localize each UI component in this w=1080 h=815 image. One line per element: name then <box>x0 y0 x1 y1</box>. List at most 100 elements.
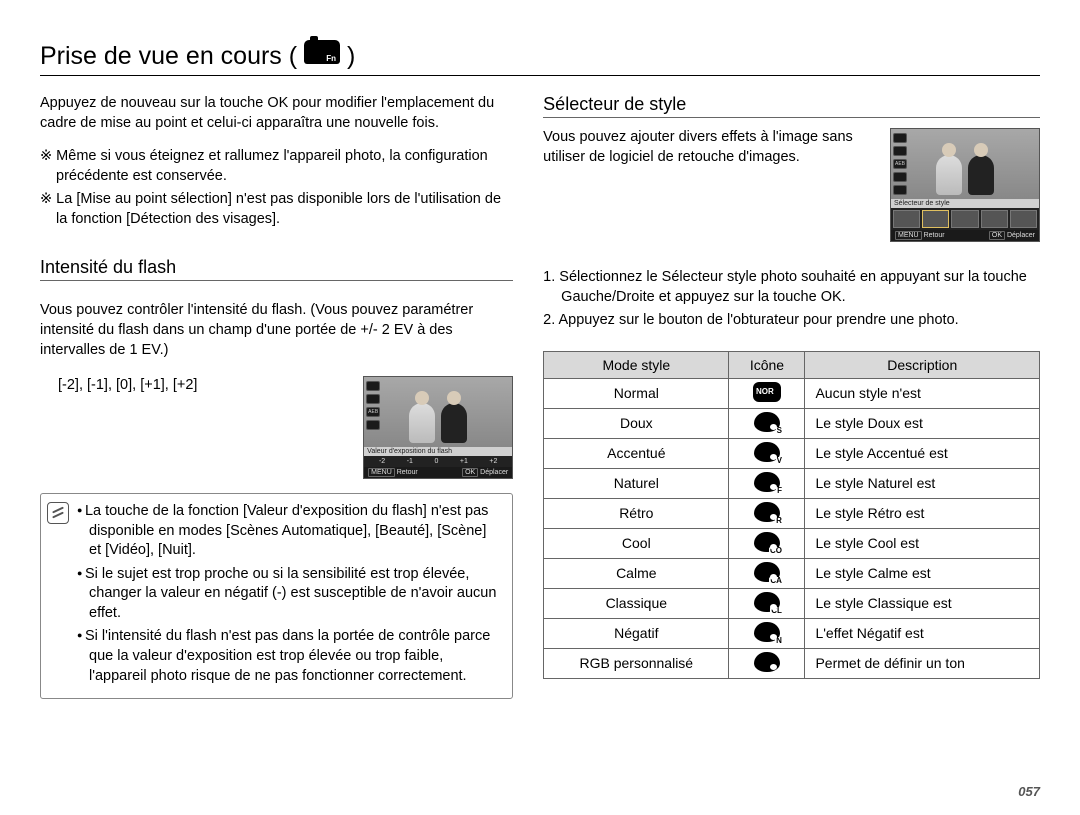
table-row: NaturelFLe style Naturel est <box>544 468 1040 498</box>
cell-mode: Négatif <box>544 618 729 648</box>
lcd-sicon-3: AEB <box>893 159 907 169</box>
palette-subscript: F <box>776 487 783 495</box>
cell-desc: Le style Classique est <box>805 588 1040 618</box>
palette-subscript: R <box>775 517 783 525</box>
palette-subscript: CO <box>769 547 783 555</box>
two-column-layout: Appuyez de nouveau sur la touche OK pour… <box>40 94 1040 699</box>
palette-subscript: N <box>775 637 783 645</box>
lcd-move-btn: OK <box>462 468 478 477</box>
lcd-scale-4: +2 <box>489 458 497 465</box>
table-row: RétroRLe style Rétro est <box>544 498 1040 528</box>
cell-mode: Calme <box>544 558 729 588</box>
lcd-scale-0: -2 <box>379 458 385 465</box>
lcd-person-2 <box>441 403 467 443</box>
lcd-person-1 <box>409 403 435 443</box>
flash-intensity-paragraph: Vous pouvez contrôler l'intensité du fla… <box>40 301 513 360</box>
lcd-style-thumbs <box>891 208 1039 230</box>
palette-icon: S <box>754 412 780 432</box>
cell-icon: CO <box>729 528 805 558</box>
cell-icon: S <box>729 408 805 438</box>
table-row: Doux S Le style Doux est <box>544 408 1040 438</box>
style-intro-row: Vous pouvez ajouter divers effets à l'im… <box>543 128 1040 242</box>
palette-subscript: CA <box>769 577 783 585</box>
th-icon: Icône <box>729 351 805 378</box>
camera-fn-label: Fn <box>326 54 336 63</box>
lcd-scale: -2 -1 0 +1 +2 <box>364 456 512 467</box>
note-bullet-3: Si l'intensité du flash n'est pas dans l… <box>77 627 502 686</box>
palette-subscript: V <box>776 457 783 465</box>
lcd-side-icons: AEB <box>366 381 380 430</box>
title-text-close: ) <box>347 42 355 70</box>
style-steps: 1. Sélectionnez le Sélecteur style photo… <box>543 268 1040 331</box>
page-title: Prise de vue en cours ( Fn ) <box>40 40 355 71</box>
step-1: 1. Sélectionnez le Sélecteur style photo… <box>543 268 1040 307</box>
table-row: CalmeCALe style Calme est <box>544 558 1040 588</box>
lcd-scale-3: +1 <box>460 458 468 465</box>
lcd-style-back-btn: MENU <box>895 231 922 240</box>
style-table-body: NormalAucun style n'estDoux S Le style Dou… <box>544 378 1040 678</box>
table-row: Accentué V Le style Accentué est <box>544 438 1040 468</box>
cell-mode: Classique <box>544 588 729 618</box>
th-mode: Mode style <box>544 351 729 378</box>
table-row: Classique CL Le style Classique est <box>544 588 1040 618</box>
cell-icon: CA <box>729 558 805 588</box>
table-row: NormalAucun style n'est <box>544 378 1040 408</box>
cell-icon <box>729 378 805 408</box>
cell-desc: Le style Accentué est <box>805 438 1040 468</box>
palette-icon: CL <box>754 592 780 612</box>
th-desc: Description <box>805 351 1040 378</box>
manual-page: Prise de vue en cours ( Fn ) Appuyez de … <box>0 0 1080 815</box>
palette-icon: N <box>754 622 780 642</box>
thumb-1 <box>893 210 920 228</box>
lcd-scale-2: 0 <box>434 458 438 465</box>
lcd-icon-1 <box>366 381 380 391</box>
note-star-1: ※ Même si vous éteignez et rallumez l'ap… <box>40 147 513 186</box>
cell-icon: F <box>729 468 805 498</box>
cell-icon: CL <box>729 588 805 618</box>
lcd-style-person-2 <box>968 155 994 195</box>
lcd-move-label: Déplacer <box>480 469 508 476</box>
left-column: Appuyez de nouveau sur la touche OK pour… <box>40 94 513 699</box>
note-star-2: ※ La [Mise au point sélection] n'est pas… <box>40 190 513 229</box>
note-icon <box>47 502 69 524</box>
camera-fn-icon: Fn <box>304 40 340 64</box>
table-row: NégatifNL'effet Négatif est <box>544 618 1040 648</box>
lcd-sicon-2 <box>893 146 907 156</box>
lcd-back-btn: MENU <box>368 468 395 477</box>
style-selector-paragraph: Vous pouvez ajouter divers effets à l'im… <box>543 128 876 167</box>
palette-icon: V <box>754 442 780 462</box>
note-bullets: La touche de la fonction [Valeur d'expos… <box>77 502 502 690</box>
lcd-bottom-bar: MENU Retour OK Déplacer <box>364 467 512 478</box>
cell-desc: Le style Naturel est <box>805 468 1040 498</box>
lcd-style-move: Déplacer <box>1007 232 1035 239</box>
thumb-2 <box>922 210 949 228</box>
lcd-icon-4 <box>366 420 380 430</box>
note-bullet-1: La touche de la fonction [Valeur d'expos… <box>77 502 502 561</box>
lcd-sicon-5 <box>893 185 907 195</box>
thumb-5 <box>1010 210 1037 228</box>
cell-icon: R <box>729 498 805 528</box>
palette-icon: CA <box>754 562 780 582</box>
palette-icon: F <box>754 472 780 492</box>
cell-icon: N <box>729 618 805 648</box>
cell-desc: Le style Cool est <box>805 528 1040 558</box>
lcd-style-back: Retour <box>924 232 945 239</box>
table-row: Cool CO Le style Cool est <box>544 528 1040 558</box>
page-number: 057 <box>1018 784 1040 799</box>
title-text: Prise de vue en cours ( <box>40 42 297 70</box>
cell-mode: Accentué <box>544 438 729 468</box>
lcd-sicon-4 <box>893 172 907 182</box>
lcd-icon-2 <box>366 394 380 404</box>
lcd-style-side-icons: AEB <box>893 133 907 195</box>
lcd-style-bottom: MENU Retour OK Déplacer <box>891 230 1039 241</box>
cell-mode: Normal <box>544 378 729 408</box>
palette-icon <box>753 382 781 402</box>
lcd-back-label: Retour <box>397 469 418 476</box>
cell-mode: Doux <box>544 408 729 438</box>
cell-desc: Le style Doux est <box>805 408 1040 438</box>
cell-mode: Cool <box>544 528 729 558</box>
palette-subscript: S <box>776 427 783 435</box>
lcd-flash-preview: AEB Valeur d'exposition du flash -2 -1 0 <box>363 376 513 479</box>
style-selector-heading: Sélecteur de style <box>543 94 1040 118</box>
lcd-style-preview: AEB Sélecteur de style <box>890 128 1040 242</box>
